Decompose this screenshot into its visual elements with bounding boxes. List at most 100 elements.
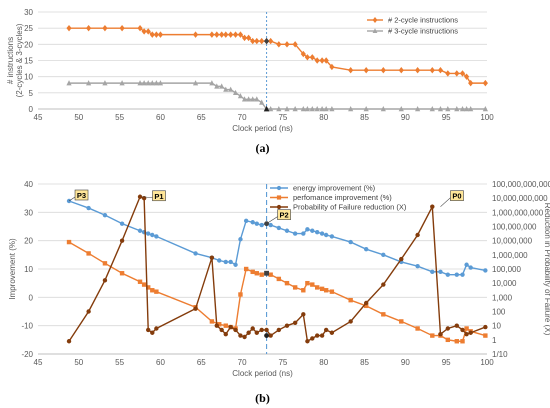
annotation-label: P1 — [154, 192, 163, 201]
data-point-3 — [228, 324, 233, 330]
data-point-2 — [310, 282, 315, 287]
y-tick-label: 10 — [24, 265, 33, 274]
data-point-1 — [233, 262, 238, 267]
y-tick-label: -20 — [21, 350, 33, 359]
y-axis-title-line: (2-cycles & 3-cycles) — [15, 23, 24, 97]
data-point-2 — [243, 266, 249, 272]
data-point-3 — [254, 330, 259, 335]
data-point-2 — [137, 279, 143, 284]
y-tick-label: 5 — [29, 89, 34, 98]
y-tick-label: 40 — [24, 180, 33, 189]
annotation-leader — [266, 216, 278, 224]
data-point-1 — [137, 228, 143, 233]
data-point-1 — [329, 63, 335, 71]
y-axis-title-line: # instructions — [6, 37, 15, 84]
data-point-2 — [141, 80, 147, 86]
data-point-1 — [223, 259, 228, 265]
data-point-1 — [66, 24, 72, 32]
data-point-1 — [259, 37, 265, 45]
y2-tick-label: 10,000,000 — [492, 237, 533, 246]
x-tick-label: 50 — [74, 358, 83, 367]
data-point-2 — [268, 106, 274, 112]
highlight-point — [264, 333, 269, 338]
annotation-leader — [142, 196, 153, 199]
data-point-3 — [348, 319, 353, 324]
data-point-2 — [259, 272, 264, 277]
y-axis-title: Improvement (%) — [8, 238, 17, 300]
x-axis-title: Clock period (ns) — [232, 124, 293, 133]
highlight-point — [264, 270, 269, 276]
highlight-point — [263, 105, 270, 112]
data-point-1 — [314, 57, 320, 64]
data-point-1 — [276, 225, 282, 231]
data-point-2 — [454, 339, 459, 344]
legend-marker — [276, 185, 282, 191]
chart-b: -20 -10 0 10 20 30 40 45 50 55 60 65 70 75 80 85 90 95 100… — [8, 180, 550, 405]
data-point-1 — [284, 228, 290, 233]
data-point-1 — [219, 31, 225, 38]
data-point-1 — [119, 24, 125, 32]
data-point-1 — [300, 50, 306, 58]
y-axis-title: # instructions(2-cycles & 3-cycles) — [6, 23, 24, 97]
data-point-2 — [276, 106, 282, 112]
y-tick-label: 10 — [24, 73, 33, 82]
data-point-1 — [460, 272, 465, 277]
x-tick-label: 70 — [238, 358, 247, 367]
y-tick-label: 0 — [29, 293, 34, 302]
chart-a: 0 5 10 15 20 25 30 45 50 55 60 65 70 75 80 85 90 95 100 Clo… — [6, 8, 494, 155]
data-point-2 — [482, 106, 488, 112]
data-point-1 — [363, 67, 369, 74]
data-point-1 — [137, 24, 143, 32]
data-point-2 — [305, 280, 310, 286]
data-point-1 — [464, 262, 469, 267]
data-point-2 — [66, 239, 72, 245]
data-point-2 — [149, 80, 155, 86]
data-point-3 — [146, 327, 151, 333]
data-point-1 — [238, 237, 243, 242]
data-point-2 — [223, 323, 228, 328]
y2-tick-label: 1/10 — [492, 350, 508, 359]
data-point-3 — [102, 278, 108, 283]
data-point-2 — [137, 80, 143, 86]
data-point-1 — [380, 67, 386, 74]
data-point-3 — [460, 327, 465, 333]
y2-tick-label: 100,000,000 — [492, 223, 537, 232]
legend-entry: energy improvement (%) — [293, 184, 376, 193]
data-point-2 — [292, 285, 298, 290]
data-point-2 — [145, 80, 151, 86]
data-point-2 — [460, 339, 465, 344]
data-point-2 — [284, 106, 290, 112]
annotation-label: P0 — [452, 192, 461, 201]
annotation-box — [152, 190, 166, 202]
data-point-2 — [292, 106, 298, 112]
data-point-1 — [145, 28, 151, 35]
data-point-2 — [348, 297, 353, 303]
data-point-1 — [459, 70, 466, 77]
data-point-2 — [250, 96, 256, 102]
data-point-2 — [153, 80, 159, 86]
data-point-1 — [319, 57, 325, 64]
y-tick-label: 30 — [24, 8, 33, 17]
data-point-1 — [119, 221, 125, 226]
y-tick-label: 25 — [24, 24, 33, 33]
series-line-1 — [69, 27, 486, 84]
legend-marker — [276, 204, 282, 210]
data-point-1 — [193, 251, 198, 256]
data-point-3 — [154, 326, 159, 331]
data-point-2 — [214, 83, 220, 89]
data-point-1 — [314, 229, 320, 235]
data-point-2 — [284, 280, 290, 286]
legend-marker — [276, 195, 282, 200]
data-point-2 — [454, 106, 460, 112]
y-tick-label: 20 — [24, 237, 33, 246]
data-point-1 — [445, 70, 451, 77]
data-point-3 — [314, 333, 320, 338]
highlight-point — [264, 221, 269, 227]
data-point-3 — [238, 333, 243, 338]
data-point-1 — [268, 222, 273, 228]
y-tick-label: 15 — [24, 57, 33, 66]
data-point-2 — [304, 106, 310, 112]
data-point-1 — [398, 67, 404, 74]
data-point-2 — [259, 99, 265, 105]
x-tick-label: 60 — [156, 358, 165, 367]
